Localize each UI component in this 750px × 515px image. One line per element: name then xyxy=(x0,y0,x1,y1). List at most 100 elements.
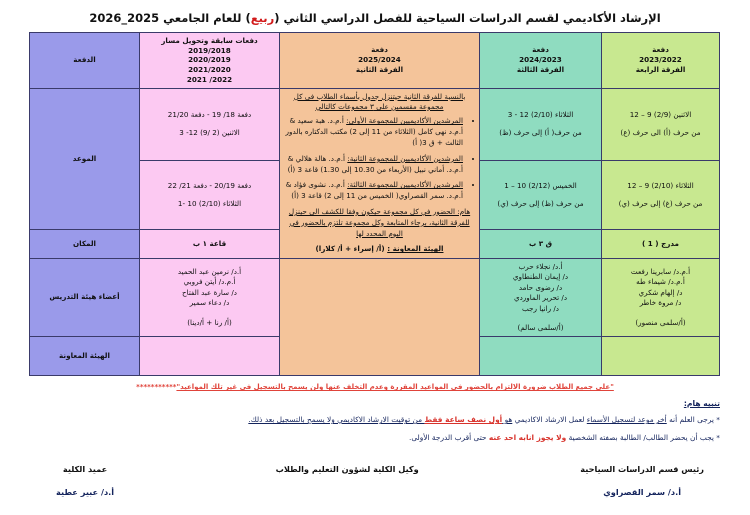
orange-group-list: المرشدين الأكاديميين للمجموعة الأولى: أ.… xyxy=(284,116,475,202)
orange-group-label-3: المرشدين الأكاديميين للمجموعة الثالثة: xyxy=(347,180,463,190)
appointment-teal-1: الثلاثاء (2/10) 12 - 3 من حرف( أ) إلى حر… xyxy=(479,87,602,161)
advising-schedule-table: دفعة 2023/2022 الفرقة الرابعة دفعة 2024/… xyxy=(29,31,720,377)
appointment-cohorts-pink-2: دفعة 20/19 - دفعة 21/ 22 xyxy=(167,181,252,191)
staff-name: د/ إلهام شكري xyxy=(638,287,683,297)
orange-important-note: هام: الحضور في كل مجموعة حيكون وفقا للكش… xyxy=(288,206,471,238)
staff-name: أ.د/ نرمين عبد الحميد xyxy=(177,267,242,277)
warning-text: "على جميع الطلاب ضرورة الالتزام بالحضور … xyxy=(176,383,614,392)
row-label-staff: أعضاء هيئة التدريس xyxy=(29,257,140,338)
appointment-pink-1: دفعة 18/ 19 - دفعة 21/20 الاثنين (2 /9) … xyxy=(139,87,280,161)
staff-name: د/ رضوى حامد xyxy=(518,282,563,292)
table-assistants-row: الهيئة المعاونة xyxy=(29,336,720,377)
previous-cohort-year-3: 2021/2020 xyxy=(188,65,231,75)
note-2-suffix: حتى أقرب الدرجة الأولى. xyxy=(408,433,489,443)
header-cell-green: دفعة 2023/2022 الفرقة الرابعة xyxy=(601,31,720,89)
place-pink: قاعة ١ ب xyxy=(139,229,280,259)
orange-assistants-label: الهيئة المعاونة : xyxy=(387,244,444,254)
cohort-word-green: دفعة xyxy=(652,44,669,54)
staff-name: أ.م.د/ شيماء طه xyxy=(636,277,685,287)
staff-name: أ.د/ نجلاء حرب xyxy=(518,261,563,271)
table-staff-row: أ.م.د/ سابرينا رفعت أ.م.د/ شيماء طه د/ إ… xyxy=(29,257,720,377)
staff-name: د/ رانيا رجب xyxy=(522,303,559,313)
cohort-word-teal: دفعة xyxy=(532,44,549,54)
header-cell-teal: دفعة 2024/2023 الفرقة الثالثة xyxy=(479,31,602,89)
cohort-year-orange: 2025/2024 xyxy=(358,55,401,65)
staff-name: أ.م.د/ سابرينا رفعت xyxy=(630,267,691,277)
note-1-underline-3: من توقيت الارشاد الاكاديمي ولا يسمح بالت… xyxy=(248,415,425,425)
staff-name: د/ سارة عبد الفتاح xyxy=(182,287,237,297)
row-label-appointment: الموعد xyxy=(29,87,140,231)
table-appointment-row-2: الثلاثاء (2/10) 9 – 12 من حرف (غ) إلى حر… xyxy=(30,159,720,231)
signature-name-3: أ.د/ عبير عطية xyxy=(56,487,115,498)
staff-name: د/ مروة خاطر xyxy=(639,298,682,308)
assistant-name-teal: (أ/سلمى سالم) xyxy=(517,323,564,332)
previous-cohort-year-1: 2019/2018 xyxy=(188,45,231,55)
header-cell-orange: دفعة 2025/2024 الفرقة الثانية xyxy=(279,31,480,89)
place-teal: ق ٣ ب xyxy=(479,229,602,259)
signature-department-head: رئيس قسم الدراسات السياحية أ.د/ سمر القص… xyxy=(580,464,704,497)
appointment-orange-merged: بالنسبة للفرقة الثانية حيتنزل جدول بأسما… xyxy=(279,87,480,259)
signature-role-1: رئيس قسم الدراسات السياحية xyxy=(580,464,704,475)
orange-assistants-line: الهيئة المعاونة : (أ/ إسراء + أ/ كلارا) xyxy=(284,244,475,254)
assistants-teal-cell xyxy=(479,336,602,377)
assistant-name-green: (أ/سلمى منصور) xyxy=(635,317,686,327)
note-item-1: * يرجى العلم أنه أخر موعد لتسجيل الأسماء… xyxy=(30,414,720,425)
appointment-green-2: الثلاثاء (2/10) 9 – 12 من حرف (غ) إلى حر… xyxy=(601,159,720,231)
staff-orange-empty xyxy=(279,257,480,377)
assistant-name-pink: (أ/ رنا + أ/دينا) xyxy=(187,317,232,327)
staff-pink: أ.د/ نرمين عبد الحميد أ.م.د/ أيتن فروبي … xyxy=(139,257,280,338)
table-appointment-row-1: الاثنين (2/9) 9 – 12 من حرف (أ) الى حرف … xyxy=(29,87,720,259)
cohort-level-teal: الفرقة الثالثة xyxy=(516,65,565,75)
assistants-pink-cell xyxy=(139,336,280,377)
note-2-prefix: * يجب أن يحضر الطالب/ الطالبة بصفته الشخ… xyxy=(566,433,720,443)
row-label-assistants: الهيئة المعاونة xyxy=(29,336,140,377)
appointment-letters-teal-1: من حرف( أ) إلى حرف (ظ) xyxy=(499,127,582,137)
previous-cohorts-label: دفعات سابقة وتحويل مسار xyxy=(161,35,258,45)
staff-name: د/ دعاء سمير xyxy=(189,298,230,308)
appointment-day-teal-2: الخميس (2/12) 10 – 1 xyxy=(504,181,577,191)
staff-name: د/ إيمان الطنطاوي xyxy=(512,272,569,282)
note-item-2: * يجب أن يحضر الطالب/ الطالبة بصفته الشخ… xyxy=(30,432,720,443)
page-title: الإرشاد الأكاديمي لقسم الدراسات السياحية… xyxy=(0,0,750,32)
appointment-day-teal-1: الثلاثاء (2/10) 12 - 3 xyxy=(507,110,574,120)
appointment-letters-green-2: من حرف (غ) إلى حرف (ي) xyxy=(618,198,703,208)
table-header-row: دفعة 2023/2022 الفرقة الرابعة دفعة 2024/… xyxy=(29,31,720,89)
orange-group-text-1: أ.م.د. هبة سعيد & أ.م.د نهى كامل (الثلاث… xyxy=(285,116,463,147)
notes-title: تنبيه هام: xyxy=(683,399,720,409)
warning-banner: "على جميع الطلاب ضرورة الالتزام بالحضور … xyxy=(0,376,750,393)
signature-dean: عميد الكلية أ.د/ عبير عطية xyxy=(56,464,114,497)
appointment-day-green-1: الاثنين (2/9) 9 – 12 xyxy=(629,110,692,120)
appointment-teal-2: الخميس (2/12) 10 – 1 من حرف (ظ) إلى حرف … xyxy=(479,159,602,231)
appointment-day-green-2: الثلاثاء (2/10) 9 – 12 xyxy=(627,181,694,191)
signature-role-2: وكيل الكلية لشؤون التعليم والطلاب xyxy=(275,464,419,475)
orange-group-text-2: أ.م.د. هالة هلالي & أ.م.د. أماني نبيل (ا… xyxy=(287,153,463,174)
cohort-level-green: الفرقة الرابعة xyxy=(635,65,686,75)
appointment-day-pink-2: الثلاثاء (2/10) 10 -1 xyxy=(177,198,242,208)
staff-name: أ.م.د/ أيتن فروبي xyxy=(183,277,236,287)
appointment-green-1: الاثنين (2/9) 9 – 12 من حرف (أ) الى حرف … xyxy=(601,87,720,161)
appointment-letters-green-1: من حرف (أ) الى حرف (ع) xyxy=(620,127,701,137)
previous-cohort-year-4: 2022/ 2021 xyxy=(186,74,233,84)
assistants-green-cell xyxy=(601,336,720,377)
note-1-underline-2: هو xyxy=(502,415,513,425)
cohort-level-orange: الفرقة الثانية xyxy=(355,65,404,75)
row-label-cohort: الدفعة xyxy=(29,31,140,89)
appointment-pink-2: دفعة 20/19 - دفعة 21/ 22 الثلاثاء (2/10)… xyxy=(139,159,280,231)
title-season-highlight: ربيع xyxy=(250,11,275,25)
staff-teal: أ.د/ نجلاء حرب د/ إيمان الطنطاوي د/ رضوى… xyxy=(479,257,602,338)
title-text-before: الإرشاد الأكاديمي لقسم الدراسات السياحية… xyxy=(274,11,661,25)
place-green: مدرج ( 1 ) xyxy=(601,229,720,259)
orange-assistants-value: (أ/ إسراء + أ/ كلارا) xyxy=(315,244,385,254)
appointment-letters-teal-2: من حرف (ظ) إلى حرف (ي) xyxy=(497,198,584,208)
note-1-highlight: أول نصف ساعة فقط xyxy=(424,415,503,425)
note-1-middle: لعمل الارشاد الاكاديمي xyxy=(512,415,587,425)
previous-cohort-year-2: 2020/2019 xyxy=(188,55,231,65)
note-1-prefix: * يرجى العلم أنه xyxy=(666,415,720,425)
signature-vice-dean: وكيل الكلية لشؤون التعليم والطلاب xyxy=(276,464,419,497)
row-label-place: المكان xyxy=(29,229,140,259)
cohort-word-orange: دفعة xyxy=(371,44,388,54)
signature-role-3: عميد الكلية xyxy=(62,464,108,475)
signature-name-1: أ.د/ سمر القصراوي xyxy=(603,487,682,498)
schedule-table-wrapper: دفعة 2023/2022 الفرقة الرابعة دفعة 2024/… xyxy=(0,31,750,377)
